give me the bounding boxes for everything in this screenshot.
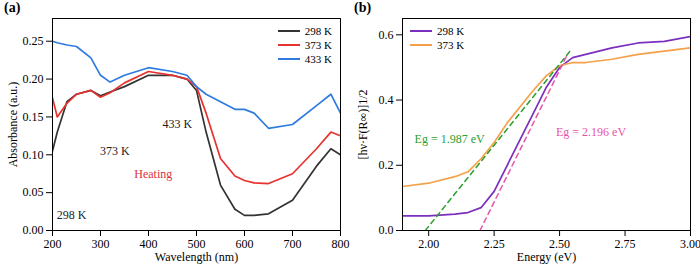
svg-text:373 K: 373 K [100,144,130,158]
svg-text:Absorbance (a.u.): Absorbance (a.u.) [6,82,20,168]
html-text:298 K: 298 K [437,25,465,37]
svg-text:300: 300 [92,237,110,251]
svg-text:0.6: 0.6 [379,28,394,42]
html-text:373 K: 373 K [437,39,465,51]
svg-text:2.75: 2.75 [615,237,636,251]
svg-text:0.10: 0.10 [23,148,44,162]
svg-text:2.00: 2.00 [418,237,439,251]
svg-text:298 K: 298 K [57,208,87,222]
svg-text:433 K: 433 K [162,117,192,131]
svg-text:3.00: 3.00 [680,237,700,251]
svg-text:Eg = 1.987 eV: Eg = 1.987 eV [415,132,485,146]
svg-text:0.00: 0.00 [23,223,44,237]
svg-text:800: 800 [332,237,350,251]
html-text:(a): (a) [4,0,21,15]
html-text:298 K: 298 K [304,25,332,37]
svg-text:2.50: 2.50 [549,237,571,251]
svg-text:700: 700 [284,237,302,251]
svg-text:Eg = 2.196 eV: Eg = 2.196 eV [556,125,626,139]
html-text:373 K: 373 K [304,39,332,51]
svg-text:0.2: 0.2 [379,158,394,172]
svg-text:[hν·F(R∞)]1/2: [hν·F(R∞)]1/2 [356,90,370,160]
svg-text:0.15: 0.15 [23,110,44,124]
svg-text:0.25: 0.25 [23,34,44,48]
svg-text:200: 200 [44,237,62,251]
html-text:433 K: 433 K [304,53,332,65]
svg-text:Wavelength (nm): Wavelength (nm) [155,250,238,264]
svg-text:2.25: 2.25 [484,237,505,251]
svg-text:0.0: 0.0 [379,223,394,237]
svg-text:0.4: 0.4 [379,93,394,107]
svg-text:400: 400 [139,237,158,251]
svg-text:Energy (eV): Energy (eV) [517,250,576,264]
svg-text:500: 500 [187,237,206,251]
svg-text:Heating: Heating [134,167,172,181]
svg-text:0.20: 0.20 [23,72,44,86]
svg-text:600: 600 [236,237,254,251]
html-text:(b): (b) [354,0,372,15]
svg-text:0.05: 0.05 [23,185,44,199]
